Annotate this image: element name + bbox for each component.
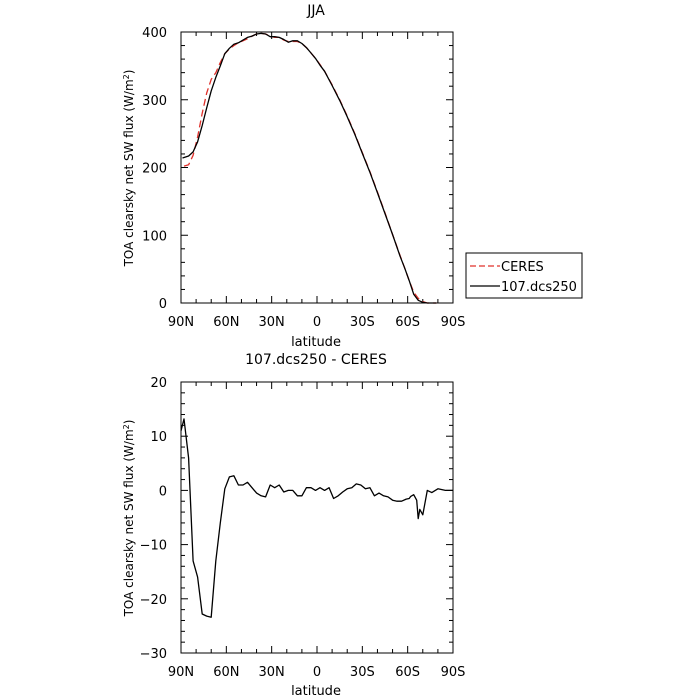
title-bottom: 107.dcs250 - CERES — [245, 352, 387, 368]
x-tick-label-top: 60N — [213, 315, 239, 330]
panel-top: JJA 90N 60N 30N 0 30S 60S 90S 0 100 200 300 400 lat… — [122, 3, 583, 350]
plot-frame-bottom — [180, 381, 454, 654]
y-tick-label-top: 400 — [142, 26, 167, 41]
x-tick-label-bottom: 90S — [441, 665, 466, 680]
xlabel-top: latitude — [291, 335, 341, 350]
x-tick-label-top: 0 — [313, 315, 321, 330]
series-line-bottom-0 — [180, 418, 453, 618]
x-tick-label-top: 90S — [441, 315, 466, 330]
y-tick-label-bottom: −30 — [140, 647, 167, 662]
legend-label-ceres: CERES — [501, 260, 544, 275]
ylabel-top: TOA clearsky net SW flux (W/m2) — [122, 70, 136, 268]
y-tick-label-top: 100 — [142, 229, 167, 244]
ylabel-bottom: TOA clearsky net SW flux (W/m2) — [122, 420, 136, 618]
x-tick-label-bottom: 0 — [313, 665, 321, 680]
y-tick-label-bottom: −10 — [140, 539, 167, 554]
y-tick-label-bottom: −20 — [140, 593, 167, 608]
xlabel-bottom: latitude — [291, 684, 341, 699]
series-top — [182, 32, 437, 304]
y-tick-label-bottom: 10 — [150, 430, 167, 445]
y-tick-label-top: 0 — [159, 297, 167, 312]
y-tick-label-top: 300 — [142, 94, 167, 109]
x-tick-label-bottom: 30N — [259, 665, 285, 680]
legend-box — [465, 252, 583, 299]
x-tick-label-top: 30S — [350, 315, 375, 330]
plot-frame-top — [180, 31, 454, 304]
x-tick-label-top: 30N — [259, 315, 285, 330]
x-tick-label-bottom: 60S — [395, 665, 420, 680]
y-tick-label-bottom: 20 — [150, 376, 167, 391]
y-tick-label-bottom: 0 — [159, 484, 167, 499]
x-tick-label-bottom: 90N — [168, 665, 194, 680]
legend: CERES 107.dcs250 — [465, 252, 583, 299]
title-top: JJA — [306, 3, 325, 19]
axis-ticks-bottom: 90N 60N 30N 0 30S 60S 90S −30 −20 −10 0 10 20 — [140, 376, 466, 680]
x-tick-label-bottom: 60N — [213, 665, 239, 680]
series-line-top-0 — [183, 32, 437, 304]
axis-ticks-top: 90N 60N 30N 0 30S 60S 90S 0 100 200 300 400 — [142, 26, 465, 330]
x-tick-label-top: 90N — [168, 315, 194, 330]
x-tick-label-top: 60S — [395, 315, 420, 330]
series-line-top-1 — [182, 32, 437, 304]
y-tick-label-top: 200 — [142, 162, 167, 177]
legend-label-model: 107.dcs250 — [501, 280, 577, 295]
series-bottom — [180, 418, 453, 618]
panel-bottom: 107.dcs250 - CERES 90N 60N 30N 0 30S 60S 90S −3… — [122, 352, 465, 699]
x-tick-label-bottom: 30S — [350, 665, 375, 680]
